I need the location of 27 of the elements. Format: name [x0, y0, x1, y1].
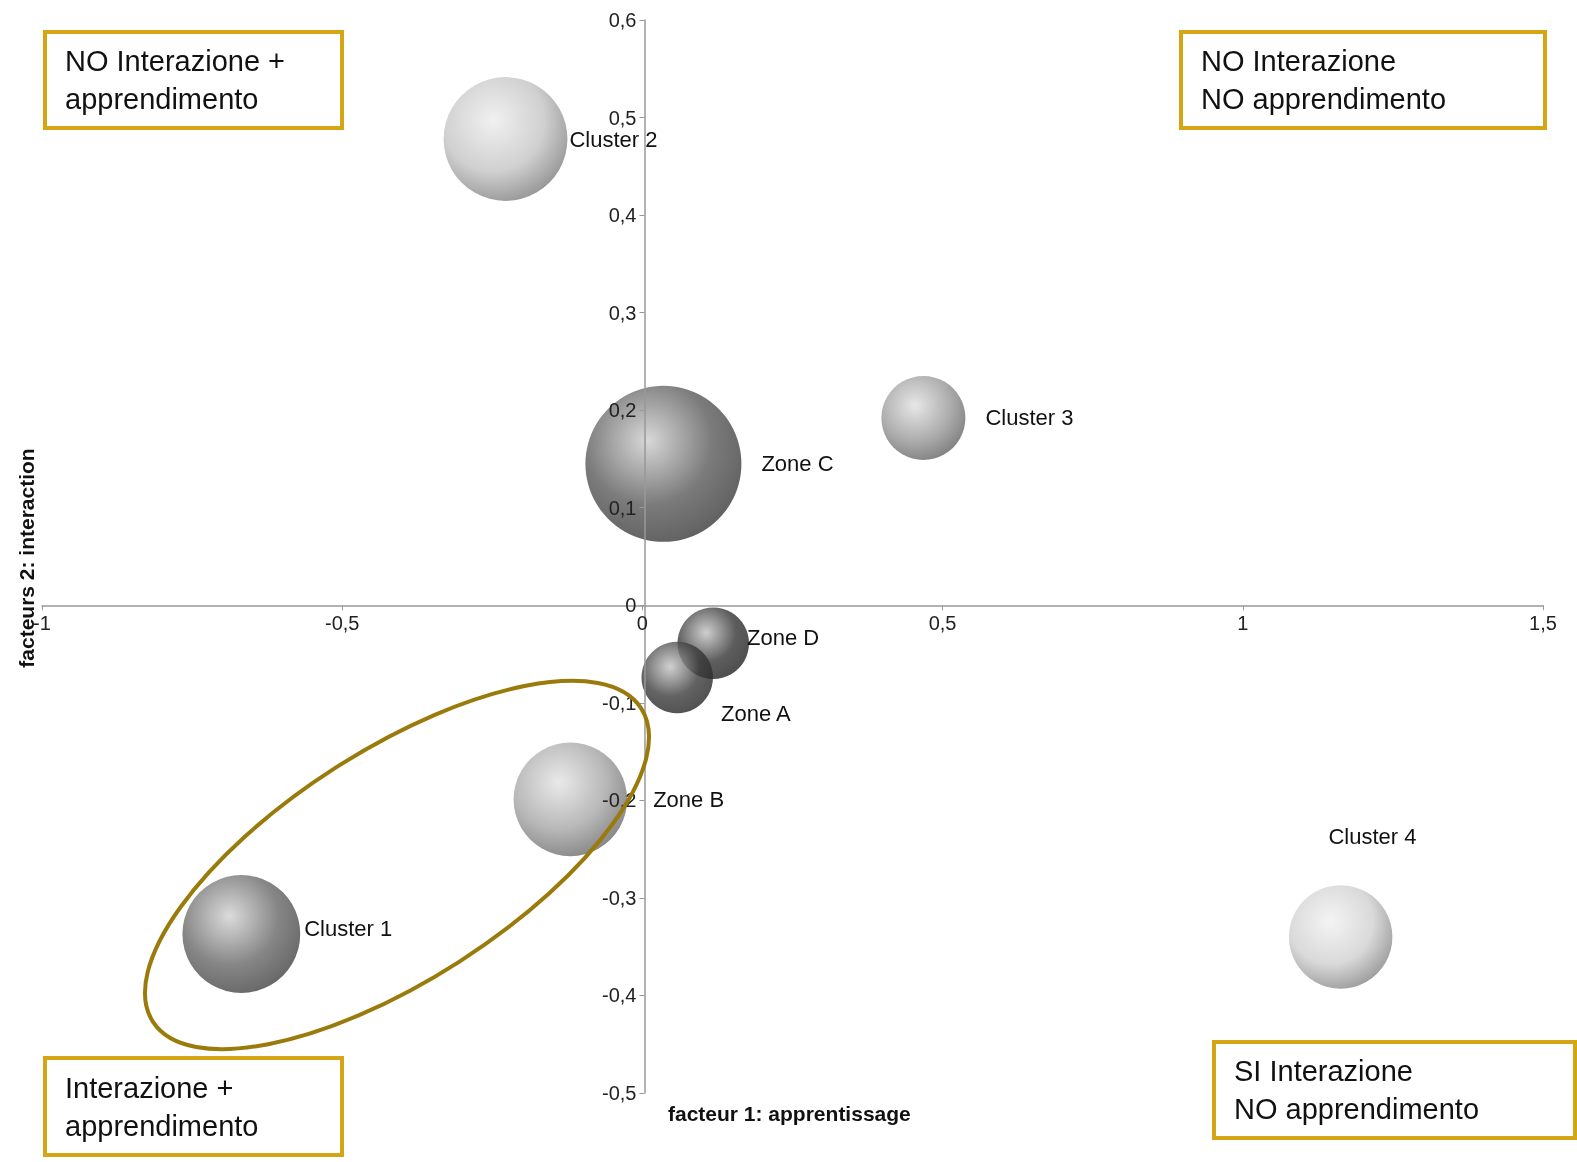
- x-tick-label: 1,5: [1529, 612, 1557, 635]
- annotation: Interazione + apprendimento: [65, 1071, 259, 1142]
- x-tick-label: -1: [33, 612, 51, 635]
- y-tick-label: 0,3: [608, 301, 637, 324]
- y-tick-label: 0: [625, 594, 637, 617]
- y-tick-label: 0,5: [608, 106, 637, 129]
- x-tick-label: 0,5: [928, 612, 957, 635]
- y-tick-label: -0,4: [602, 984, 637, 1007]
- annotation: Cluster 1: [304, 915, 393, 941]
- y-tick-label: 0,6: [608, 9, 637, 31]
- annotation: Zone C: [761, 451, 834, 477]
- annotation: Cluster 4: [1328, 824, 1417, 850]
- annotation: NO Interazione + apprendimento: [65, 45, 286, 115]
- x-tick-label: 1: [1237, 612, 1249, 635]
- annotation: Cluster 3: [985, 405, 1074, 431]
- annotation: Zone B: [653, 786, 725, 812]
- y-tick-label: 0,2: [608, 399, 637, 422]
- x-tick-label: -0,5: [324, 612, 360, 635]
- x-axis-title: facteur 1: apprentissage: [668, 1101, 911, 1125]
- y-tick-label: 0,1: [608, 496, 637, 519]
- y-tick-label: -0,3: [602, 886, 637, 909]
- annotation: NO Interazione NO apprendimento: [1201, 45, 1447, 115]
- annotation: Zone A: [720, 700, 792, 726]
- annotation: SI Interazione NO apprendimento: [1234, 1055, 1480, 1125]
- y-tick-label: 0,4: [608, 204, 637, 227]
- y-tick-label: -0,5: [602, 1082, 637, 1104]
- annotation: Zone D: [746, 624, 820, 650]
